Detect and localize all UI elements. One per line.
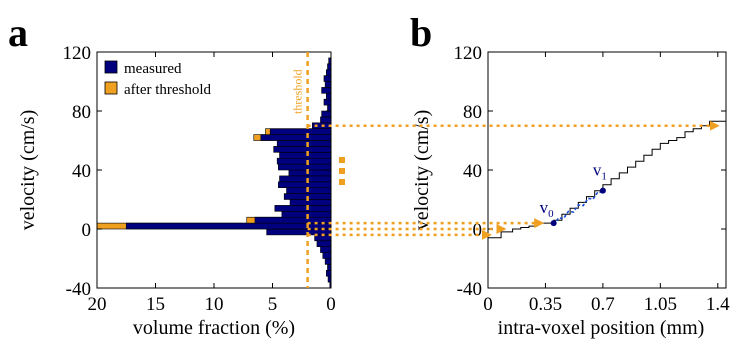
bar-measured — [289, 199, 332, 206]
y-tick-label: 40 — [72, 161, 91, 182]
bar-measured — [326, 69, 332, 76]
x-tick-label: 1.05 — [644, 294, 677, 315]
bar-measured — [279, 152, 332, 159]
bar-measured — [324, 258, 332, 265]
connector-arrows — [307, 120, 720, 240]
x-tick-label: 20 — [88, 294, 107, 315]
legend-swatch-measured — [104, 60, 118, 74]
bar-measured — [321, 110, 332, 118]
bar-measured — [320, 246, 332, 253]
x-tick-label: 0 — [483, 294, 493, 315]
v0-v1-segment — [553, 191, 604, 226]
ellipsis-dot — [339, 179, 345, 185]
velocity-staircase — [488, 120, 726, 239]
y-tick-label: 80 — [463, 102, 482, 123]
y-tick-label: 40 — [463, 161, 482, 182]
panel-b-label: b — [410, 10, 432, 55]
bar-measured — [326, 269, 332, 277]
bar-measured — [324, 81, 332, 88]
bar-measured — [323, 75, 332, 82]
ellipsis-dot — [339, 168, 345, 174]
panel-b-x-axis-label: intra-voxel position (mm) — [498, 317, 705, 339]
bar-measured — [273, 146, 332, 153]
panel-a-y-axis-label: velocity (cm/s) — [17, 110, 39, 231]
bar-measured — [279, 175, 332, 183]
velocity-point-label: v0 — [540, 198, 555, 220]
bar-measured — [260, 134, 332, 141]
bar-measured — [323, 98, 332, 106]
bar-measured — [288, 169, 332, 177]
y-tick-label: 0 — [473, 220, 483, 241]
x-tick-label: 0.35 — [529, 294, 562, 315]
y-tick-label: 120 — [63, 43, 92, 64]
x-tick-label: 5 — [268, 294, 278, 315]
y-tick-label: 120 — [454, 43, 483, 64]
x-tick-label: 0.7 — [591, 294, 615, 315]
panel-a-label: a — [8, 10, 28, 55]
legend: measured after threshold — [104, 60, 212, 98]
legend-label-after-threshold: after threshold — [124, 82, 212, 98]
x-tick-label: 0 — [326, 294, 336, 315]
velocity-point — [599, 187, 606, 194]
threshold-label: threshold — [291, 69, 305, 114]
panel-a-x-axis-label: volume fraction (%) — [133, 317, 295, 339]
panel-b-y-axis-label: velocity (cm/s) — [411, 110, 433, 231]
y-tick-label: 80 — [72, 102, 91, 123]
x-tick-label: 10 — [205, 294, 224, 315]
panel-b-frame — [487, 51, 727, 289]
ellipsis-dot — [339, 157, 345, 163]
bar-measured — [321, 87, 332, 94]
velocity-point-label: v1 — [593, 161, 607, 183]
bar-measured — [274, 205, 332, 212]
bar-measured — [276, 157, 332, 165]
legend-label-measured: measured — [124, 61, 182, 77]
bar-measured — [278, 181, 332, 189]
bar-measured — [320, 116, 332, 124]
bar-measured — [278, 163, 332, 171]
bar-measured — [327, 104, 332, 112]
y-tick-label: 0 — [82, 220, 92, 241]
bar-measured — [316, 240, 332, 248]
bar-measured — [327, 63, 332, 70]
ellipsis-marker — [339, 157, 345, 185]
bar-measured — [322, 252, 332, 259]
legend-swatch-after-threshold — [104, 81, 118, 95]
bar-measured — [269, 128, 332, 135]
bar-measured — [326, 93, 332, 100]
y-tick-label: -40 — [66, 279, 91, 300]
x-tick-label: 1.4 — [706, 294, 730, 315]
bar-measured — [254, 216, 332, 224]
bar-measured — [327, 264, 332, 271]
bar-measured — [276, 140, 332, 147]
panel-a-ticks: 20 15 10 5 0 -40 0 40 80 120 — [63, 43, 336, 315]
x-tick-label: 15 — [146, 294, 165, 315]
bar-measured — [125, 222, 332, 230]
velocity-point — [550, 220, 557, 227]
panel-a-histogram: threshold 20 15 10 5 0 -40 0 40 80 120 measured a… — [17, 43, 336, 339]
bar-measured — [266, 228, 332, 236]
y-tick-label: -40 — [457, 279, 482, 300]
